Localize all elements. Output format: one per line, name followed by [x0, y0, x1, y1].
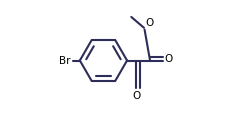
Text: O: O — [164, 54, 172, 64]
Text: O: O — [146, 18, 154, 28]
Text: Br: Br — [59, 56, 71, 65]
Text: O: O — [132, 91, 140, 101]
